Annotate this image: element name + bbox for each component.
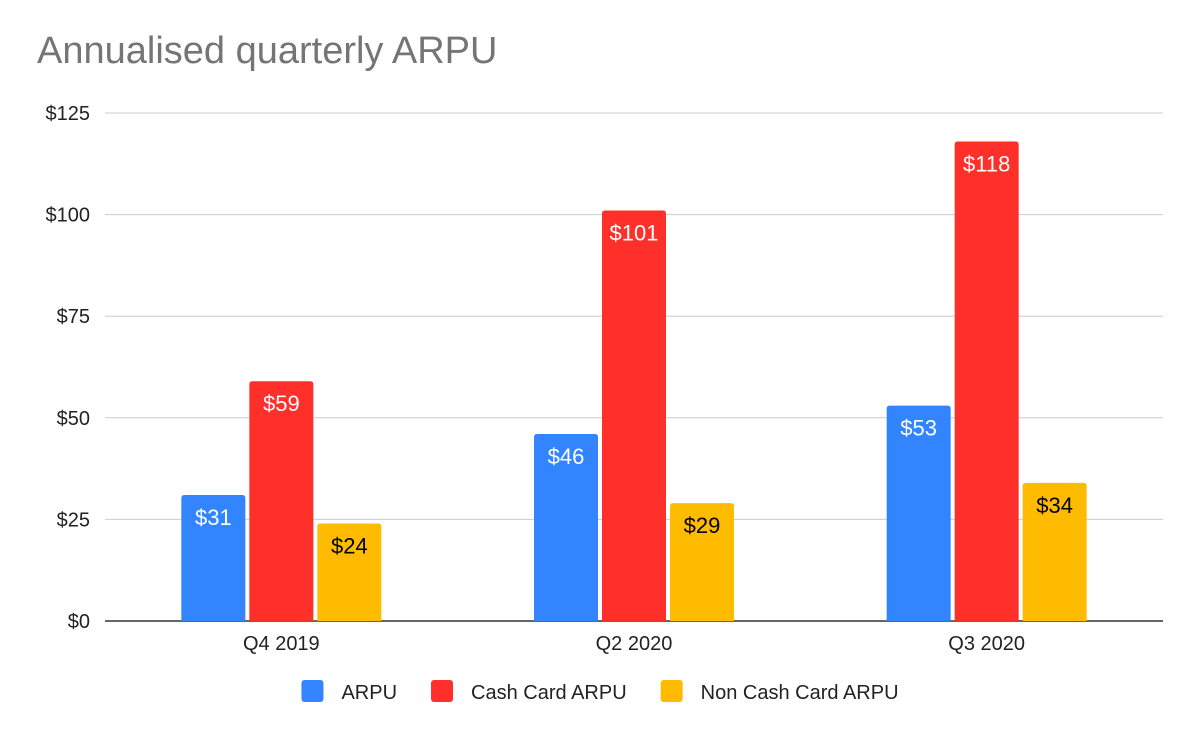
bars bbox=[181, 141, 1087, 621]
bar-value-label: $53 bbox=[900, 416, 937, 441]
x-tick-label: Q3 2020 bbox=[948, 633, 1025, 655]
chart-title: Annualised quarterly ARPU bbox=[37, 30, 498, 72]
legend-swatch bbox=[301, 680, 324, 702]
legend-label: Cash Card ARPU bbox=[471, 682, 627, 704]
bar-labels: $31 $59 $24 $46 $101 $29 $53 $118 $34 bbox=[195, 151, 1073, 558]
bar bbox=[181, 495, 246, 621]
x-tick-label: Q4 2019 bbox=[243, 633, 320, 655]
y-tick-label: $0 bbox=[68, 611, 90, 633]
x-axis-ticks: Q4 2019 Q2 2020 Q3 2020 bbox=[243, 633, 1025, 655]
legend-label: ARPU bbox=[341, 682, 397, 704]
bar-value-label: $29 bbox=[684, 513, 721, 538]
bar bbox=[886, 405, 951, 621]
y-tick-label: $50 bbox=[57, 408, 90, 430]
legend-item: Cash Card ARPU bbox=[431, 680, 627, 704]
y-tick-label: $75 bbox=[57, 306, 90, 328]
legend-item: ARPU bbox=[301, 680, 397, 704]
legend-label: Non Cash Card ARPU bbox=[701, 682, 899, 704]
bar bbox=[670, 503, 734, 621]
bar-value-label: $24 bbox=[331, 533, 368, 558]
y-axis-ticks: $0 $25 $50 $75 $100 $125 bbox=[46, 103, 91, 633]
bar bbox=[317, 523, 382, 621]
bar bbox=[1022, 482, 1087, 621]
bar-value-label: $34 bbox=[1036, 493, 1073, 518]
bar bbox=[602, 210, 666, 621]
bar-value-label: $59 bbox=[263, 391, 300, 416]
legend: ARPU Cash Card ARPU Non Cash Card ARPU bbox=[301, 680, 899, 704]
legend-swatch bbox=[431, 680, 454, 702]
bar-value-label: $101 bbox=[610, 221, 659, 246]
bar-value-label: $118 bbox=[963, 151, 1010, 176]
legend-swatch bbox=[660, 680, 683, 702]
x-tick-label: Q2 2020 bbox=[596, 633, 673, 655]
bar bbox=[249, 381, 314, 621]
legend-item: Non Cash Card ARPU bbox=[660, 680, 899, 704]
y-tick-label: $100 bbox=[46, 205, 91, 227]
bar bbox=[954, 141, 1019, 621]
bar-value-label: $31 bbox=[195, 505, 232, 530]
bar-value-label: $46 bbox=[548, 444, 585, 469]
y-tick-label: $125 bbox=[46, 103, 91, 125]
y-tick-label: $25 bbox=[57, 509, 90, 531]
bar bbox=[534, 434, 598, 621]
